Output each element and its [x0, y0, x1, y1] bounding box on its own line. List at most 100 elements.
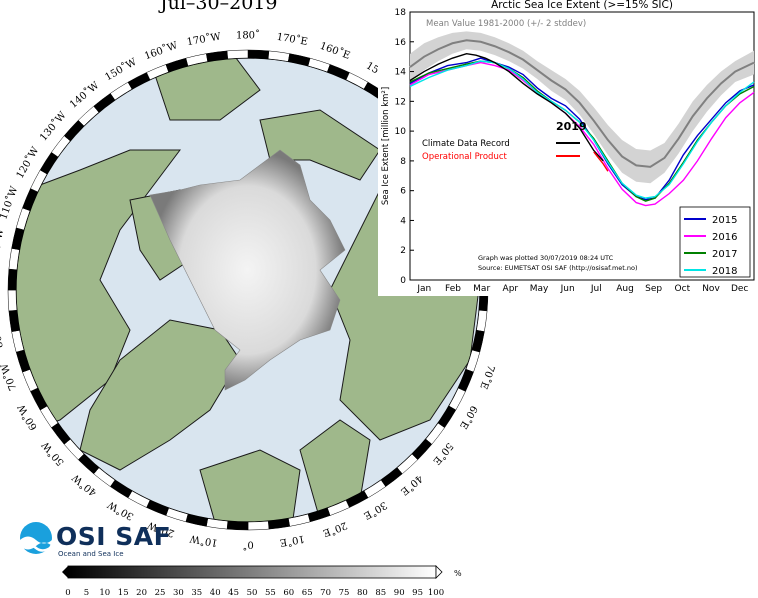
scandinavia-land [299, 419, 371, 521]
longitude-label: 70˚E [477, 363, 497, 391]
year-label: 2019 [556, 120, 587, 133]
colorbar-gradient [67, 565, 437, 579]
longitude-label: 0˚ [242, 539, 253, 551]
colorbar-unit: % [454, 569, 462, 578]
colorbar-tick-label: 95 [412, 588, 423, 598]
colorbar-tick-label: 85 [375, 588, 386, 598]
series-line-operational-product [593, 151, 609, 172]
legend-label: 2018 [712, 266, 737, 277]
osi-saf-logo-icon [20, 522, 52, 554]
colorbar-tick-label: 40 [210, 588, 221, 598]
colorbar-tick-label: 25 [155, 588, 166, 598]
concentration-colorbar: 0 5 10 15 20 25 30 35 40 45 50 55 60 65 70 75 80 85 90 95 10… [62, 565, 462, 598]
longitude-label: 110˚W [0, 184, 21, 221]
map-date-title: Jul–30–2019 [160, 0, 278, 14]
longitude-label: 160˚W [143, 39, 180, 62]
inline-legend-label: Climate Data Record [422, 139, 510, 149]
longitude-label: 40˚W [69, 471, 99, 499]
y-tick-label: 10 [395, 127, 407, 137]
colorbar-tick-label: 10 [99, 588, 110, 598]
x-tick-label: May [530, 284, 549, 294]
longitude-label: 60˚W [15, 402, 40, 433]
chart-title: Arctic Sea Ice Extent (>=15% SIC) [491, 0, 673, 11]
series-line-2018 [409, 60, 755, 199]
colorbar-tick-label: 20 [136, 588, 147, 598]
legend-label: 2015 [712, 215, 737, 226]
x-tick-label: Jun [560, 284, 575, 294]
longitude-label: 30˚E [361, 499, 389, 522]
inline-legend-label: Operational Product [422, 152, 508, 162]
mean-label: Mean Value 1981-2000 (+/- 2 stddev) [426, 19, 586, 29]
longitude-label: 70˚W [0, 361, 19, 392]
longitude-label: 30˚W [105, 498, 136, 523]
colorbar-tick-label: 90 [394, 588, 405, 598]
europe-land [199, 449, 301, 522]
greenland-land [79, 319, 241, 471]
ring-segment [7, 268, 18, 291]
y-tick-label: 4 [400, 216, 406, 226]
colorbar-tick-label: 50 [247, 588, 258, 598]
colorbar-tick-label: 100 [428, 588, 444, 598]
colorbar-tick-label: 60 [283, 588, 294, 598]
mean-line [409, 39, 755, 168]
logo-name: OSI SAF [56, 522, 172, 551]
longitude-label: 100˚W [0, 227, 6, 264]
footnote-plotted: Graph was plotted 30/07/2019 08:24 UTC [478, 254, 614, 262]
y-tick-label: 8 [400, 157, 406, 167]
ring-segment [247, 520, 270, 531]
x-tick-label: Mar [473, 284, 490, 294]
longitude-label: 10˚W [188, 532, 218, 549]
colorbar-tick-label: 35 [191, 588, 202, 598]
colorbar-tick-label: 30 [173, 588, 184, 598]
x-tick-label: Sep [645, 284, 662, 294]
legend-label: 2017 [712, 249, 737, 260]
x-tick-label: Jan [416, 284, 431, 294]
colorbar-max-arrow [435, 565, 443, 579]
colorbar-tick-label: 0 [65, 588, 70, 598]
ring-segment [226, 520, 249, 531]
colorbar-tick-label: 70 [320, 588, 331, 598]
ring-segment [226, 49, 249, 60]
land-layer [16, 58, 480, 522]
x-tick-label: Oct [675, 284, 691, 294]
ring-segment [247, 49, 270, 60]
y-tick-label: 12 [395, 97, 406, 107]
series-line-2016 [409, 61, 755, 207]
longitude-label: 40˚E [398, 472, 425, 497]
longitude-label: 20˚E [321, 519, 349, 539]
colorbar-min-arrow [62, 566, 68, 578]
colorbar-tick-label: 80 [357, 588, 368, 598]
x-tick-label: Jul [590, 284, 602, 294]
x-tick-label: Dec [731, 284, 748, 294]
longitude-label: 80˚W [0, 319, 6, 349]
longitude-label: 10˚E [279, 533, 306, 549]
colorbar-tick-label: 55 [265, 588, 276, 598]
longitude-label: 160˚E [318, 40, 352, 62]
y-tick-label: 18 [395, 8, 407, 18]
colorbar-tick-label: 75 [339, 588, 350, 598]
y-tick-label: 6 [400, 187, 406, 197]
logo-subtitle: Ocean and Sea Ice [58, 550, 124, 558]
longitude-label: 170˚W [186, 30, 223, 48]
longitude-label: 170˚E [276, 31, 309, 48]
y-tick-label: 16 [395, 38, 407, 48]
x-tick-label: Nov [702, 284, 720, 294]
x-tick-label: Apr [503, 284, 519, 294]
longitude-label: 50˚E [430, 440, 455, 467]
longitude-label: 50˚W [39, 438, 67, 468]
longitude-label: 180˚ [236, 30, 260, 42]
colorbar-tick-label: 45 [228, 588, 239, 598]
x-tick-label: Feb [445, 284, 461, 294]
y-tick-label: 0 [400, 276, 406, 286]
legend-label: 2016 [712, 232, 737, 243]
colorbar-tick-label: 5 [84, 588, 89, 598]
sea-ice-concentration [149, 149, 346, 391]
x-tick-label: Aug [616, 284, 634, 294]
sea-ice-extent-chart: Arctic Sea Ice Extent (>=15% SIC) 0 2 4 6 8 10… [378, 0, 758, 296]
colorbar-tick-label: 15 [118, 588, 129, 598]
y-axis-label: Sea Ice Extent [million km²] [381, 87, 391, 205]
y-tick-label: 14 [395, 68, 407, 78]
ring-segment [7, 289, 18, 312]
series-line-2019 [409, 52, 604, 162]
